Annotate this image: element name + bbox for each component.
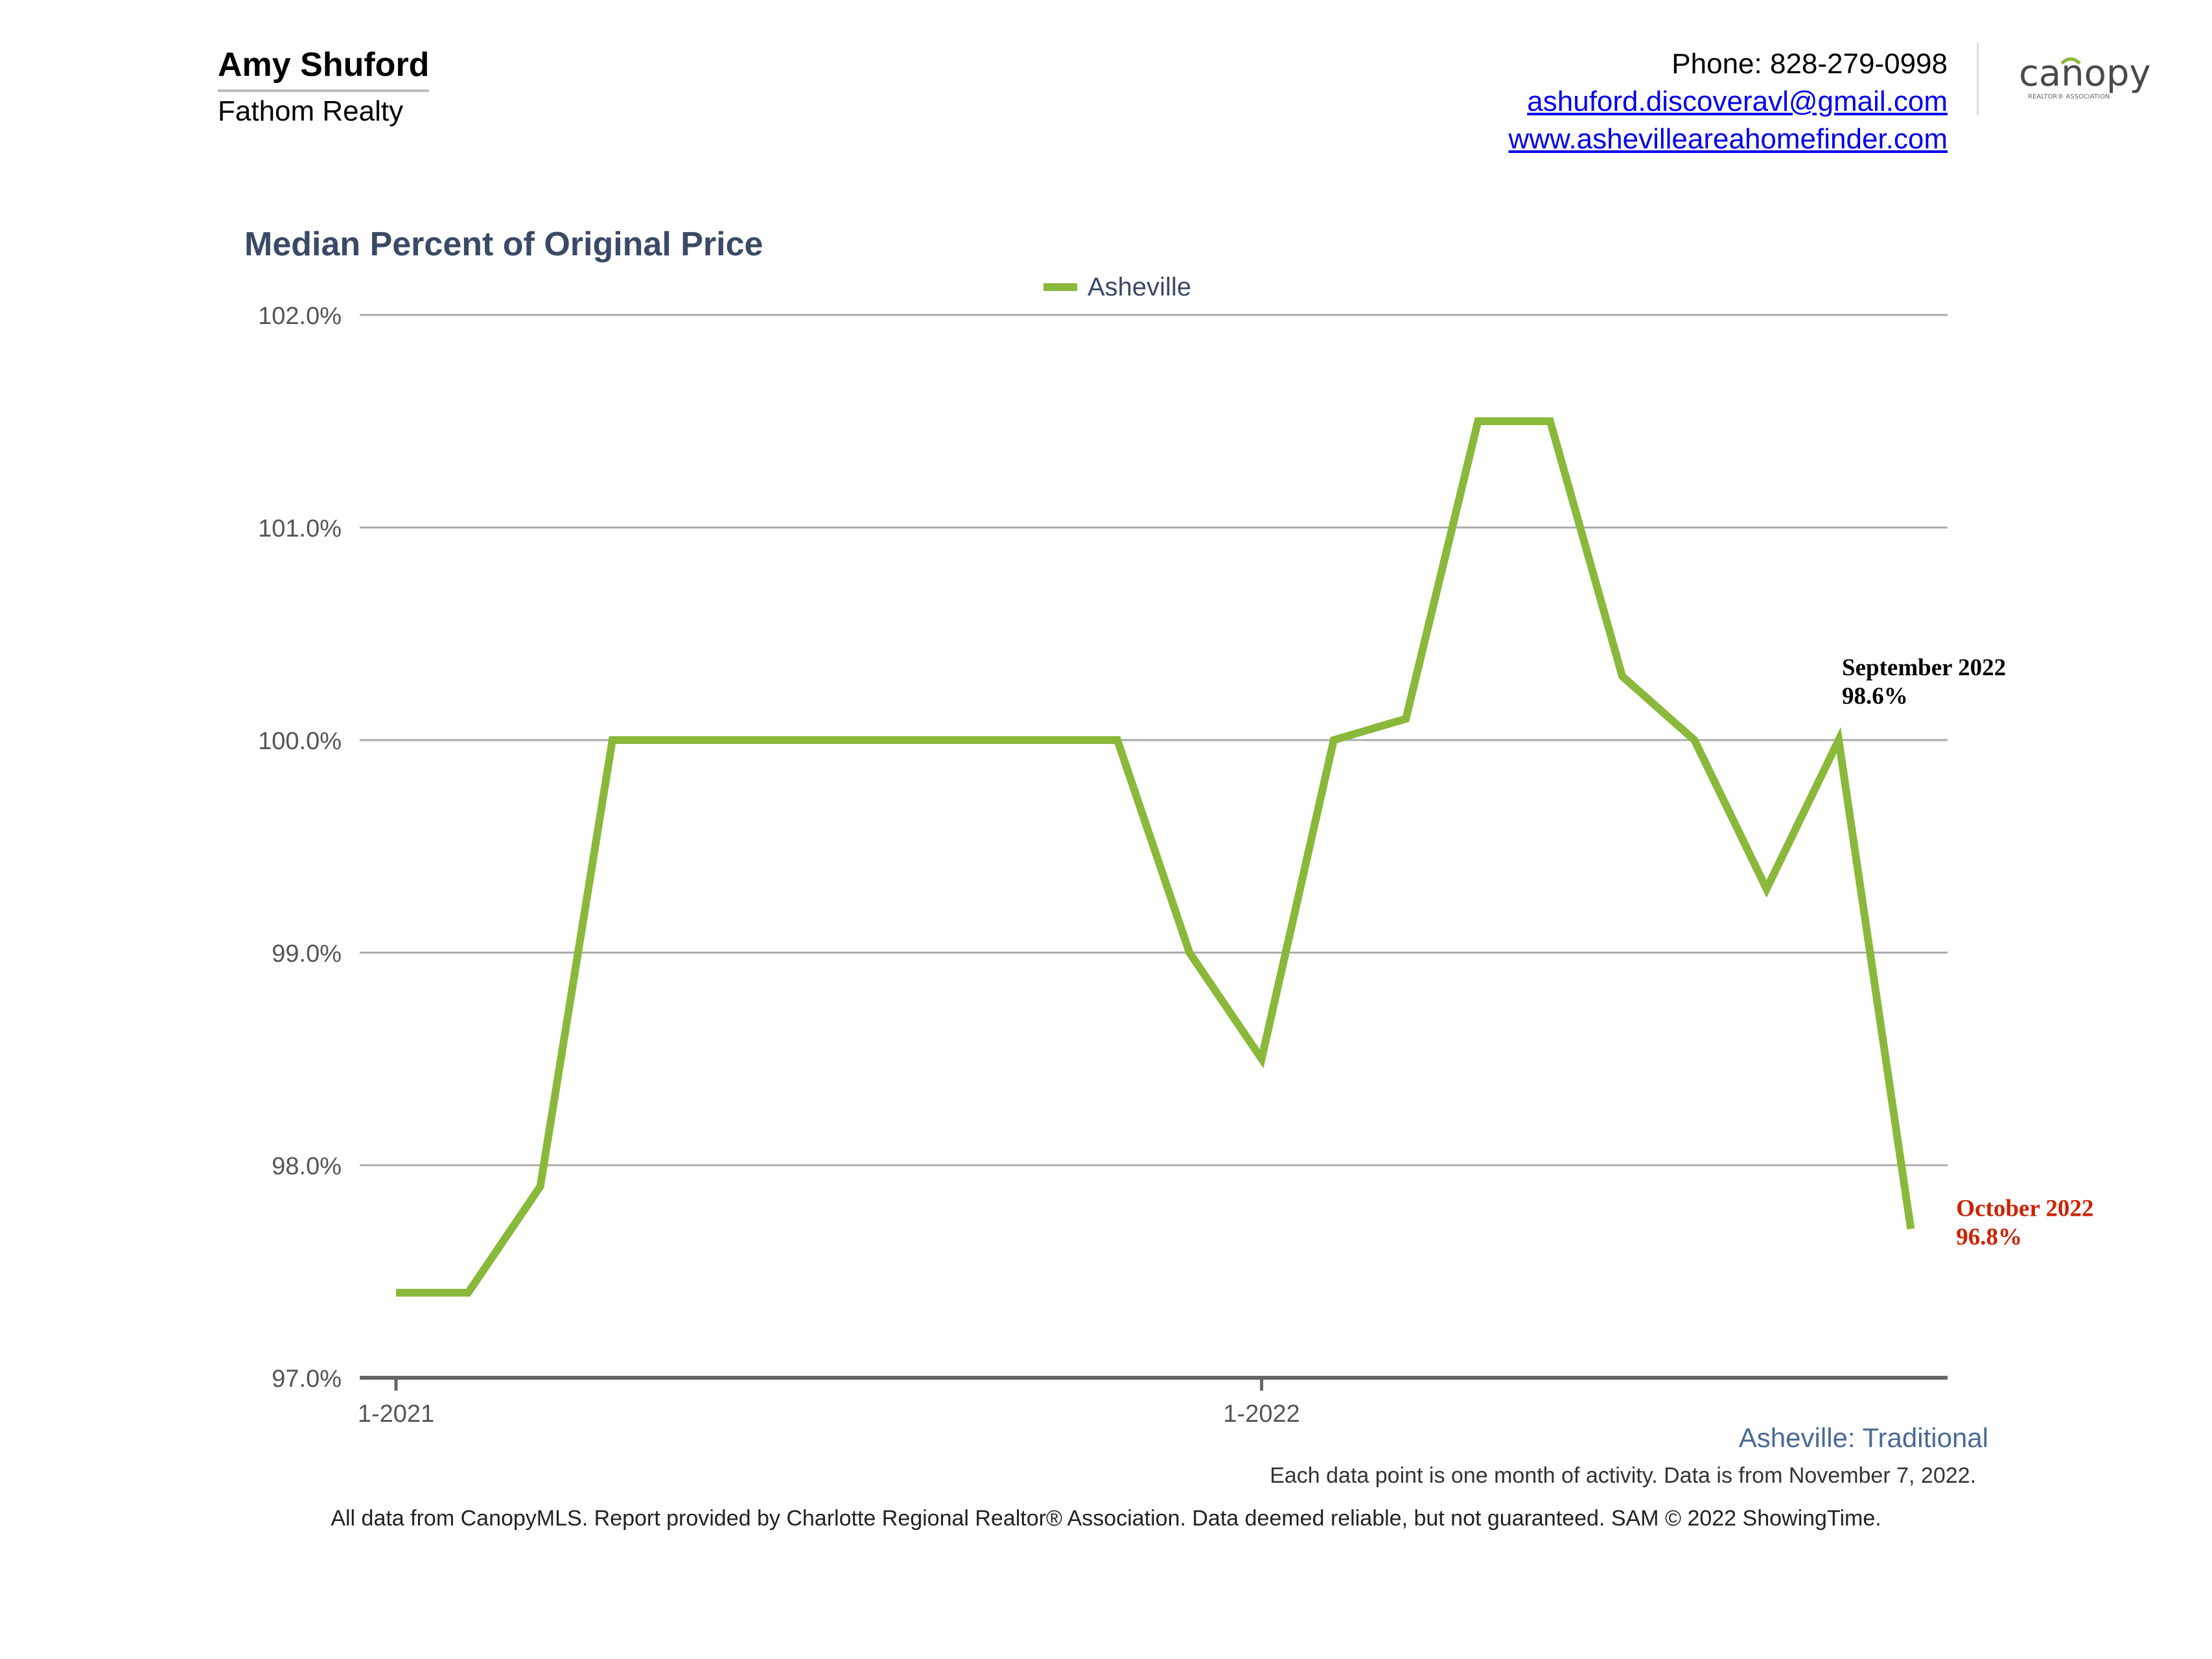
- annotation-month: September 2022: [1842, 655, 2006, 681]
- header-divider: [1977, 43, 1979, 115]
- agent-name: Amy Shuford: [218, 44, 430, 92]
- chart-subtitle: Asheville: Traditional: [1738, 1422, 1988, 1453]
- x-tick-label: 1-2022: [1223, 1400, 1299, 1428]
- annotation-value: 98.6%: [1842, 683, 1908, 710]
- agent-company: Fathom Realty: [218, 95, 404, 127]
- y-tick-label: 98.0%: [272, 1153, 342, 1180]
- chart-legend: Asheville: [1043, 271, 1191, 303]
- phone-number: Phone: 828-279-0998: [1671, 48, 1948, 80]
- logo-tagline: REALTOR® ASSOCIATION: [2028, 93, 2110, 100]
- contact-block: Phone: 828-279-0998 ashuford.discoveravl…: [1509, 45, 1948, 158]
- footer-disclaimer: All data from CanopyMLS. Report provided…: [331, 1506, 1881, 1531]
- y-tick-label: 100.0%: [258, 728, 342, 755]
- canopy-logo: canopy REALTOR® ASSOCIATION: [2019, 52, 2151, 100]
- website-link[interactable]: www.ashevilleareahomefinder.com: [1508, 123, 1948, 155]
- logo-wordmark: canopy: [2019, 52, 2151, 95]
- email-link[interactable]: ashuford.discoveravl@gmail.com: [1527, 86, 1948, 117]
- legend-label: Asheville: [1088, 273, 1192, 301]
- y-tick-label: 99.0%: [272, 940, 342, 968]
- chart-title: Median Percent of Original Price: [244, 226, 763, 263]
- y-tick-label: 101.0%: [258, 515, 342, 542]
- logo-arch-icon: [2060, 57, 2081, 65]
- data-note: Each data point is one month of activity…: [1270, 1463, 1976, 1488]
- y-tick-label: 102.0%: [258, 303, 342, 330]
- x-tick-label: 1-2021: [358, 1400, 434, 1428]
- y-tick-label: 97.0%: [272, 1365, 342, 1393]
- annotation-month: October 2022: [1956, 1195, 2093, 1222]
- annotation-value: 96.8%: [1956, 1224, 2022, 1250]
- legend-swatch: [1043, 283, 1077, 291]
- series-line-asheville: [396, 417, 1915, 1297]
